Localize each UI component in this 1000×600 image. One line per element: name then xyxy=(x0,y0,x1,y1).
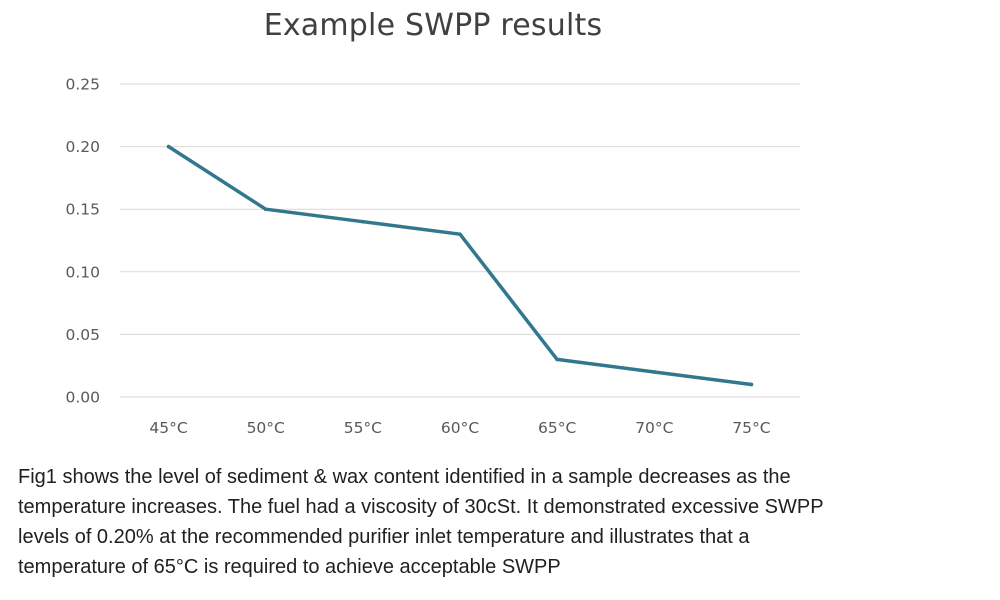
line-chart: 0.00 0.05 0.10 0.15 0.20 0.25 45°C 50°C 55°C 60°… xyxy=(65,76,800,437)
chart-title: Example SWPP results xyxy=(263,8,603,43)
x-tick-label: 50°C xyxy=(247,419,285,437)
y-axis-ticks: 0.00 0.05 0.10 0.15 0.20 0.25 xyxy=(65,76,100,407)
x-tick-label: 60°C xyxy=(441,419,479,437)
x-tick-label: 45°C xyxy=(149,419,187,437)
caption-line: levels of 0.20% at the recommended purif… xyxy=(18,526,750,548)
gridlines xyxy=(120,83,800,398)
data-point xyxy=(263,207,268,211)
data-point xyxy=(361,219,365,224)
figure-caption: Fig1 shows the level of sediment & wax c… xyxy=(18,462,993,582)
caption-line: temperature of 65°C is required to achie… xyxy=(18,556,561,578)
y-tick-label: 0.05 xyxy=(65,326,100,344)
data-point xyxy=(166,144,171,149)
series-lines xyxy=(166,144,754,387)
x-tick-label: 55°C xyxy=(344,419,382,437)
x-tick-label: 70°C xyxy=(635,419,673,437)
y-tick-label: 0.00 xyxy=(65,389,100,407)
data-point xyxy=(458,232,462,237)
x-tick-label: 65°C xyxy=(538,419,576,437)
y-tick-label: 0.10 xyxy=(65,263,100,281)
data-point xyxy=(555,357,559,362)
y-tick-label: 0.20 xyxy=(65,138,100,156)
caption-line: temperature increases. The fuel had a vi… xyxy=(18,496,824,518)
y-tick-label: 0.25 xyxy=(65,76,100,94)
data-point xyxy=(652,370,657,374)
y-tick-label: 0.15 xyxy=(65,201,100,219)
data-point xyxy=(749,382,754,387)
x-axis-ticks: 45°C 50°C 55°C 60°C 65°C 70°C 75°C xyxy=(149,419,770,437)
series-line xyxy=(166,144,754,387)
caption-line: Fig1 shows the level of sediment & wax c… xyxy=(18,466,791,488)
x-tick-label: 75°C xyxy=(732,419,770,437)
